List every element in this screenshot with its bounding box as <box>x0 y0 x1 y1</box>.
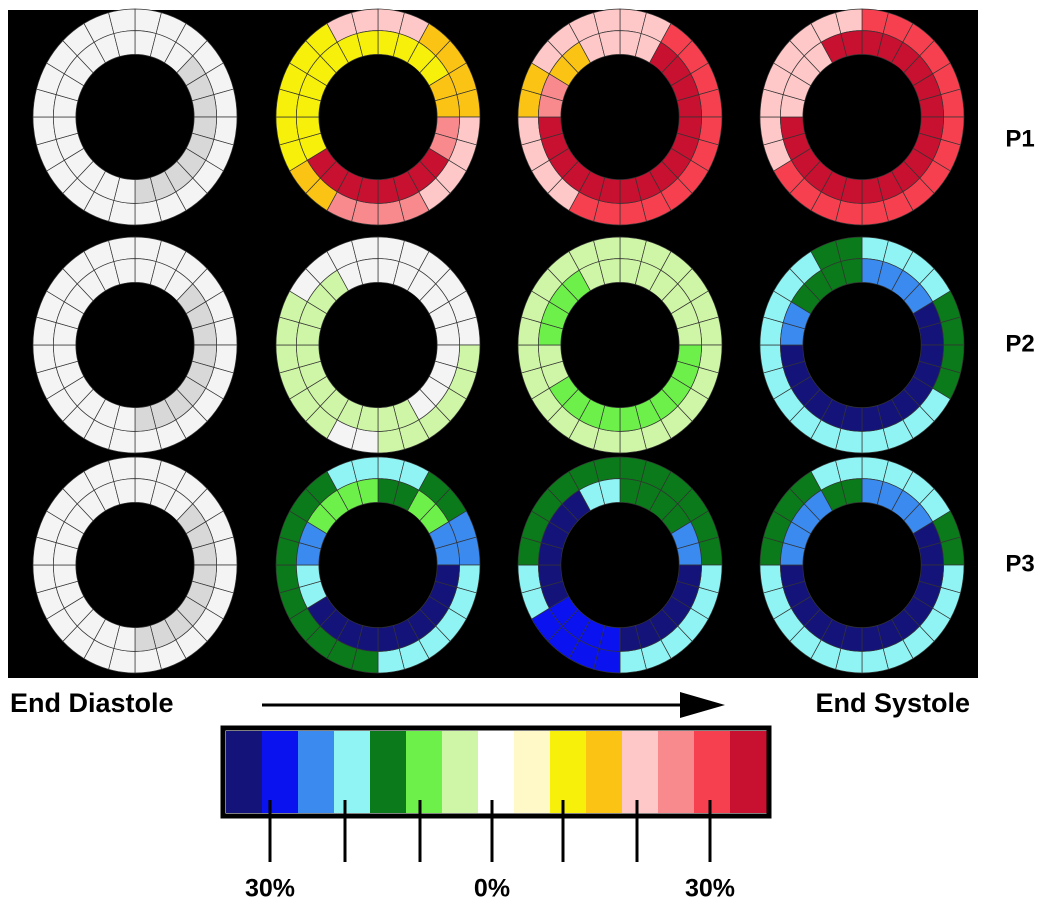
scale-cell <box>694 731 731 813</box>
scale-cell <box>262 731 299 813</box>
heart-map <box>760 9 964 225</box>
row-label: P1 <box>1005 125 1034 152</box>
cavity <box>328 62 433 170</box>
cavity <box>328 510 433 618</box>
scale-cell <box>730 731 767 813</box>
scale-label: 30% <box>245 875 295 903</box>
scale-cell <box>370 731 407 813</box>
cavity <box>328 290 433 398</box>
timeline-end: End Systole <box>815 688 970 718</box>
cavity <box>570 62 675 170</box>
scale-cell <box>226 731 263 813</box>
heart-map <box>33 237 237 453</box>
figure: P1 P2 P3 End Diastole End Systole 30% 0%… <box>0 0 1060 910</box>
cavity <box>570 510 675 618</box>
scale-label: 30% <box>685 875 735 903</box>
color-scale <box>223 728 769 862</box>
heart-map <box>33 9 237 225</box>
heart-map <box>276 9 480 225</box>
cavity <box>812 62 917 170</box>
scale-cell <box>406 731 443 813</box>
heart-map <box>760 237 964 453</box>
cavity <box>812 290 917 398</box>
scale-cell <box>550 731 587 813</box>
heart-map <box>518 9 722 225</box>
heart-map <box>276 457 480 673</box>
scale-cell <box>622 731 659 813</box>
scale-label: 0% <box>474 875 510 903</box>
scale-cell <box>478 731 515 813</box>
cavity <box>85 510 190 618</box>
scale-cell <box>334 731 371 813</box>
arrow-head <box>680 692 725 718</box>
scale-cell <box>442 731 479 813</box>
scale-cell <box>298 731 335 813</box>
heart-map <box>276 237 480 453</box>
heart-map <box>518 457 722 673</box>
heart-map <box>760 457 964 673</box>
scale-cell <box>658 731 695 813</box>
row-label: P2 <box>1005 330 1034 357</box>
row-label: P3 <box>1005 550 1034 577</box>
cavity <box>812 510 917 618</box>
cavity <box>85 62 190 170</box>
heart-map <box>33 457 237 673</box>
cavity <box>570 290 675 398</box>
cavity <box>85 290 190 398</box>
heart-map <box>518 237 722 453</box>
scale-cell <box>514 731 551 813</box>
timeline-start: End Diastole <box>10 688 174 718</box>
scale-cell <box>586 731 623 813</box>
